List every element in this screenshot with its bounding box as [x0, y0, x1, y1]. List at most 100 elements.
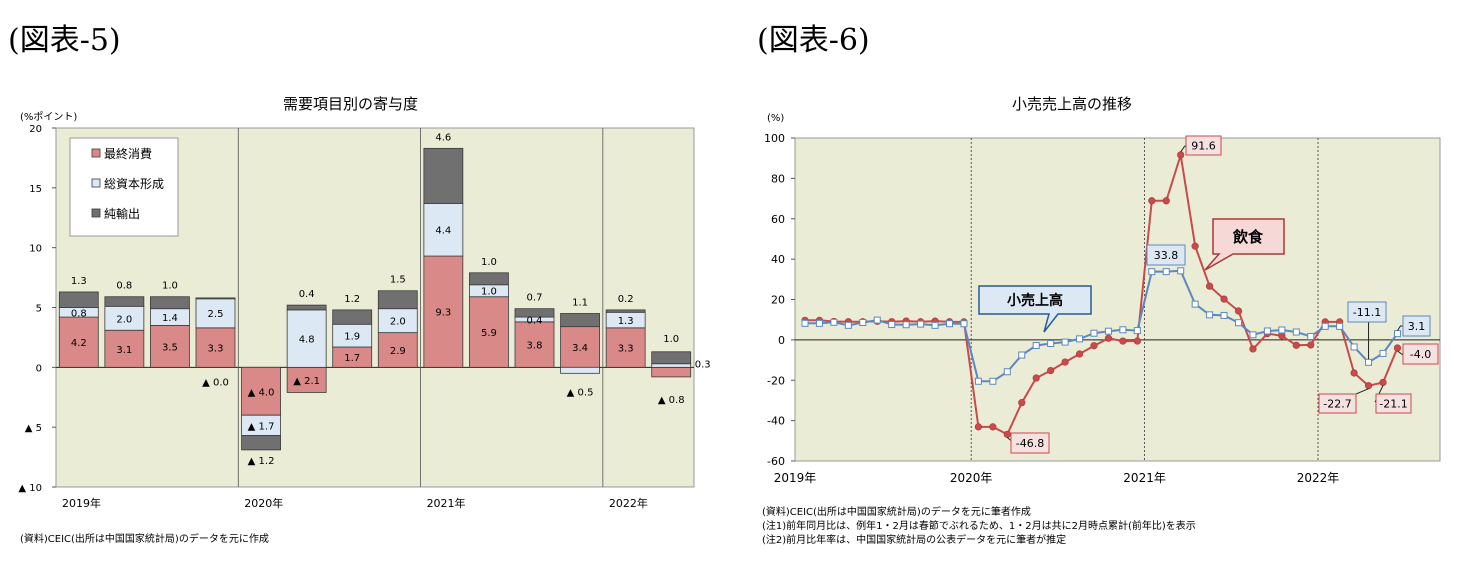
- right-point-retail: [1018, 351, 1026, 359]
- left-data-label: 0.8: [116, 281, 132, 292]
- right-point-retail: [931, 321, 939, 329]
- right-point-retail: [1162, 268, 1170, 276]
- right-series-callout-retail: 小売上高: [1007, 292, 1063, 309]
- right-unit-label: (%): [767, 113, 785, 124]
- right-point-retail: [974, 377, 982, 385]
- left-data-label: ▲ 0.0: [202, 377, 229, 388]
- right-point-retail: [1393, 330, 1401, 338]
- left-legend-swatch: [91, 208, 101, 218]
- right-point-food: [1075, 350, 1084, 358]
- left-chart: 20 15 10 5 0 ▲ 5 ▲ 10 2019年 2020年 2021年 2022年 4.2 0.…: [18, 124, 710, 510]
- left-bar-consumption: [560, 326, 600, 368]
- right-chart-title: 小売売上高の推移: [1012, 95, 1133, 113]
- right-callout-food-apr22: -22.7: [1323, 397, 1351, 410]
- left-legend-swatch: [91, 148, 101, 158]
- right-point-retail: [960, 320, 968, 328]
- left-bar-consumption: [58, 316, 99, 368]
- left-data-label: 1.4: [162, 313, 178, 324]
- left-data-label: 1.5: [390, 275, 406, 286]
- right-point-retail: [873, 316, 881, 324]
- right-y-tick-label: 20: [771, 294, 785, 307]
- left-bar-net-exports: [195, 297, 236, 300]
- right-point-food: [1364, 382, 1373, 390]
- right-leader-food-jun22: [1397, 350, 1404, 356]
- left-bar-capital: [195, 297, 236, 329]
- left-data-label: 1.1: [572, 297, 588, 308]
- right-point-retail: [1263, 327, 1271, 335]
- left-data-label: 0.4: [527, 315, 543, 326]
- right-point-food: [1133, 337, 1141, 345]
- left-data-label: 1.3: [618, 316, 634, 327]
- left-year-label: 2021年: [427, 496, 466, 510]
- right-callout-food-apr22-box: [1318, 393, 1357, 414]
- right-point-retail: [1104, 327, 1112, 335]
- left-data-label: 4.2: [71, 338, 87, 349]
- right-point-retail: [1047, 340, 1055, 348]
- left-legend-label: 総資本形成: [104, 177, 164, 191]
- right-note-2: (注1)前年同月比は、例年1・2月は春節でぶれるため、1・2月は共に2月時点累計…: [762, 521, 1196, 532]
- right-point-retail: [1307, 332, 1315, 340]
- right-point-retail: [1379, 349, 1387, 357]
- right-callout-food-peak-box: [1185, 135, 1222, 156]
- right-point-food: [1148, 197, 1156, 205]
- left-data-label: 2.0: [116, 314, 132, 325]
- right-note-1: (資料)CEIC(出所は中国国家統計局)のデータを元に筆者作成: [762, 507, 1031, 518]
- right-point-food: [1177, 151, 1185, 159]
- right-point-retail: [1206, 311, 1214, 319]
- right-point-food: [989, 423, 997, 431]
- left-bar-consumption: [514, 321, 555, 368]
- right-point-retail: [946, 320, 953, 328]
- left-data-label: ▲ 4.0: [248, 387, 275, 398]
- left-data-label: 2.5: [208, 309, 224, 320]
- left-figure-label: (図表-5): [8, 23, 121, 58]
- right-y-tick-label: 80: [771, 172, 785, 185]
- left-data-label: 1.9: [344, 332, 360, 343]
- right-callout-retail-apr22-box: [1347, 301, 1387, 323]
- right-point-food: [1191, 242, 1199, 250]
- right-point-retail: [917, 320, 925, 328]
- left-data-label: 3.4: [572, 343, 588, 354]
- left-year-label: 2022年: [609, 496, 648, 510]
- right-point-food: [1234, 307, 1243, 315]
- right-point-food: [974, 423, 983, 431]
- left-bar-capital: [423, 202, 464, 257]
- right-point-food: [1018, 399, 1026, 407]
- right-callout-retail-jun22: 3.1: [1408, 320, 1426, 333]
- left-data-label: ▲ 1.7: [248, 421, 275, 432]
- right-year-label: 2022年: [1297, 471, 1340, 485]
- right-point-food: [1090, 342, 1098, 350]
- right-point-food: [1003, 430, 1011, 438]
- right-point-food: [1119, 337, 1127, 345]
- left-data-label: ▲ 0.8: [658, 395, 685, 406]
- right-point-food: [1220, 295, 1228, 303]
- left-y-tick-label: 20: [29, 124, 42, 135]
- right-point-retail: [1235, 319, 1242, 327]
- right-point-retail: [1076, 335, 1084, 343]
- left-data-label: 4.4: [435, 226, 451, 237]
- right-point-retail: [902, 321, 910, 329]
- right-point-food: [1205, 282, 1214, 290]
- right-point-retail: [1032, 342, 1040, 350]
- left-bar-consumption: [286, 366, 327, 393]
- right-point-retail: [1249, 331, 1257, 339]
- right-point-food: [1307, 341, 1315, 349]
- right-point-food: [1292, 341, 1300, 349]
- right-point-food: [1032, 374, 1040, 382]
- right-callout-retail-apr22: -11.1: [1353, 306, 1381, 319]
- right-point-food: [1278, 332, 1286, 340]
- left-bar-consumption: [377, 332, 418, 368]
- left-data-label: 1.3: [71, 276, 87, 287]
- left-data-label: 4.6: [435, 132, 451, 143]
- left-data-label: 1.0: [481, 287, 497, 298]
- right-point-food: [1350, 369, 1358, 377]
- left-bar-net-exports: [150, 296, 190, 310]
- left-year-label: 2019年: [62, 496, 101, 510]
- right-point-food: [1249, 345, 1257, 353]
- left-data-label: 0.4: [299, 289, 315, 300]
- left-data-label: ▲ 1.2: [248, 456, 275, 467]
- left-chart-title: 需要項目別の寄与度: [283, 95, 419, 113]
- left-bar-net-exports: [332, 309, 373, 325]
- left-data-label: 0.2: [618, 294, 634, 305]
- right-y-tick-label: 0: [778, 334, 785, 347]
- left-y-tick-label: ▲ 10: [18, 483, 42, 494]
